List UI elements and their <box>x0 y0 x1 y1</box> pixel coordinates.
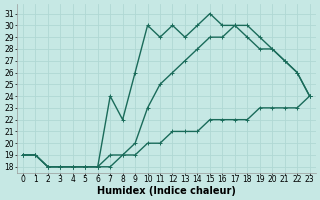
X-axis label: Humidex (Indice chaleur): Humidex (Indice chaleur) <box>97 186 236 196</box>
